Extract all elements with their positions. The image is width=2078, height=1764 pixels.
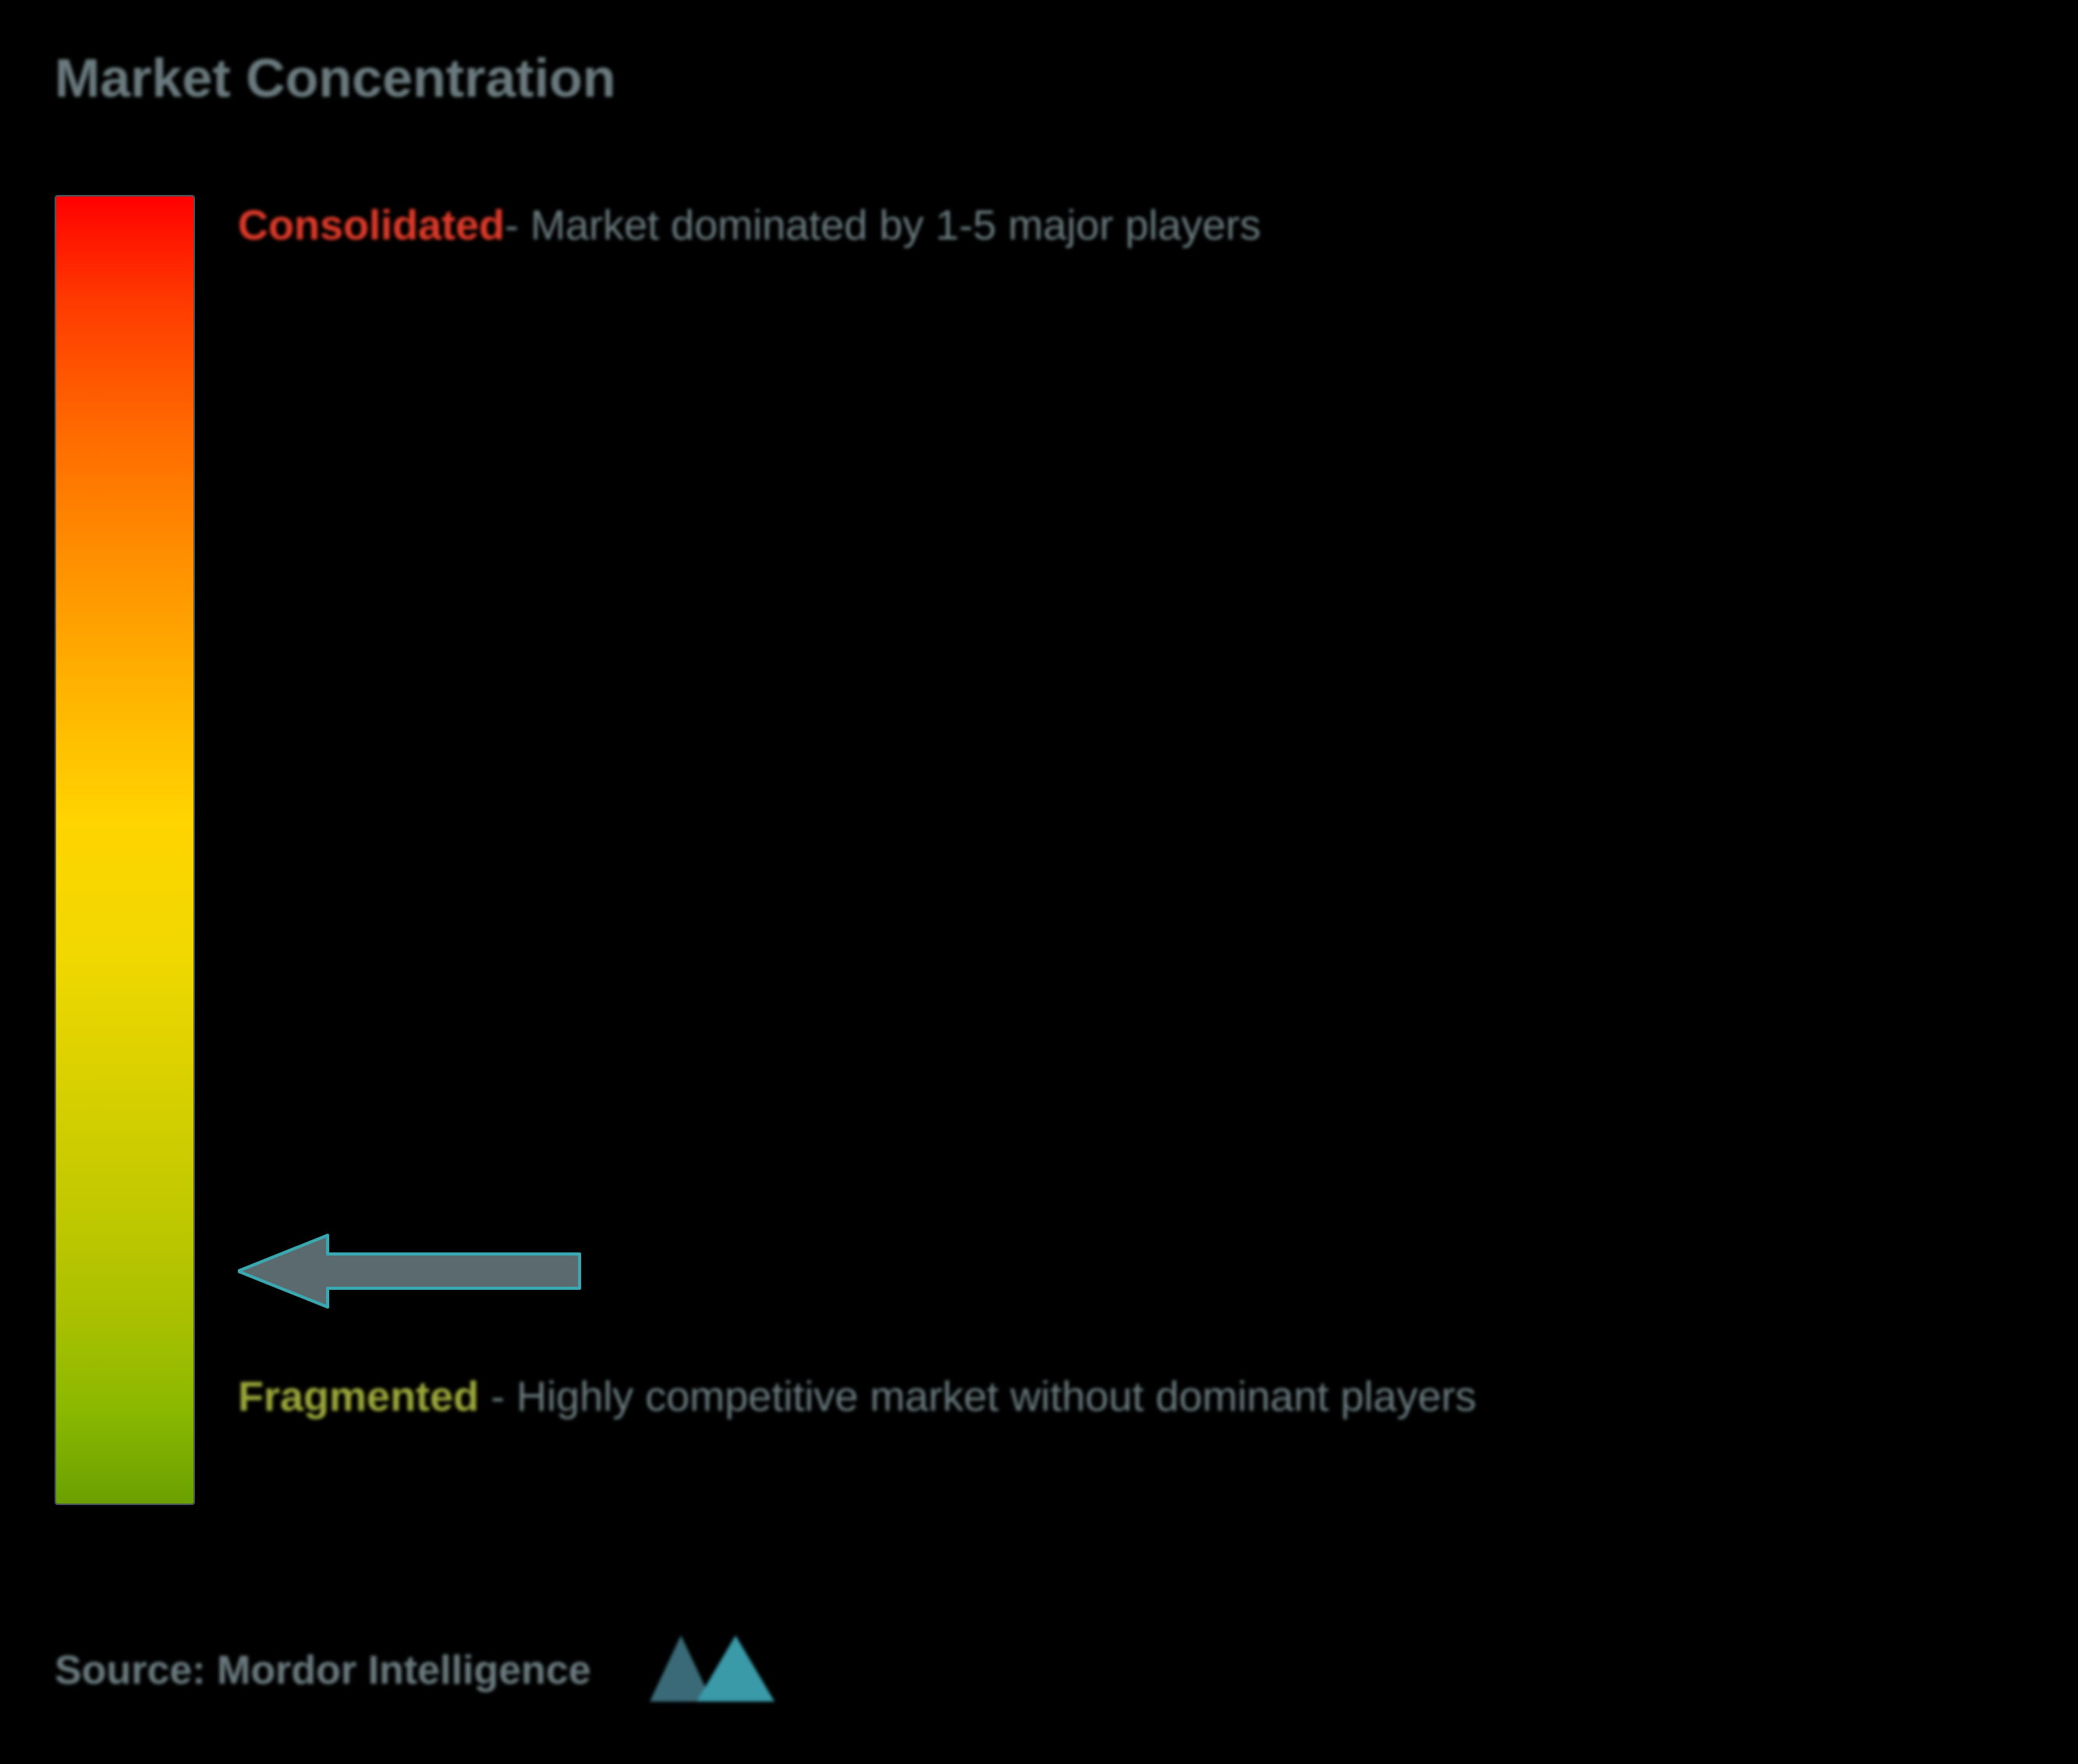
fragmented-keyword: Fragmented [238, 1373, 479, 1420]
arrow-left-icon [238, 1232, 581, 1310]
labels-column: Consolidated- Market dominated by 1-5 ma… [238, 195, 2023, 1505]
consolidated-label: Consolidated- Market dominated by 1-5 ma… [238, 201, 1992, 250]
consolidated-keyword: Consolidated [238, 202, 505, 249]
main-row: Consolidated- Market dominated by 1-5 ma… [55, 195, 2023, 1505]
mordor-logo-icon [646, 1631, 778, 1709]
footer: Source: Mordor Intelligence [55, 1631, 778, 1709]
chart-container: Market Concentration Consolidated- Marke… [0, 0, 2078, 1764]
fragmented-description: - Highly competitive market without domi… [479, 1373, 1477, 1420]
chart-title: Market Concentration [55, 47, 2023, 109]
source-text: Source: Mordor Intelligence [55, 1647, 591, 1694]
consolidated-description: - Market dominated by 1-5 major players [505, 202, 1261, 249]
position-arrow [238, 1232, 581, 1310]
concentration-gradient-bar [55, 195, 195, 1505]
fragmented-label: Fragmented - Highly competitive market w… [238, 1357, 1992, 1437]
